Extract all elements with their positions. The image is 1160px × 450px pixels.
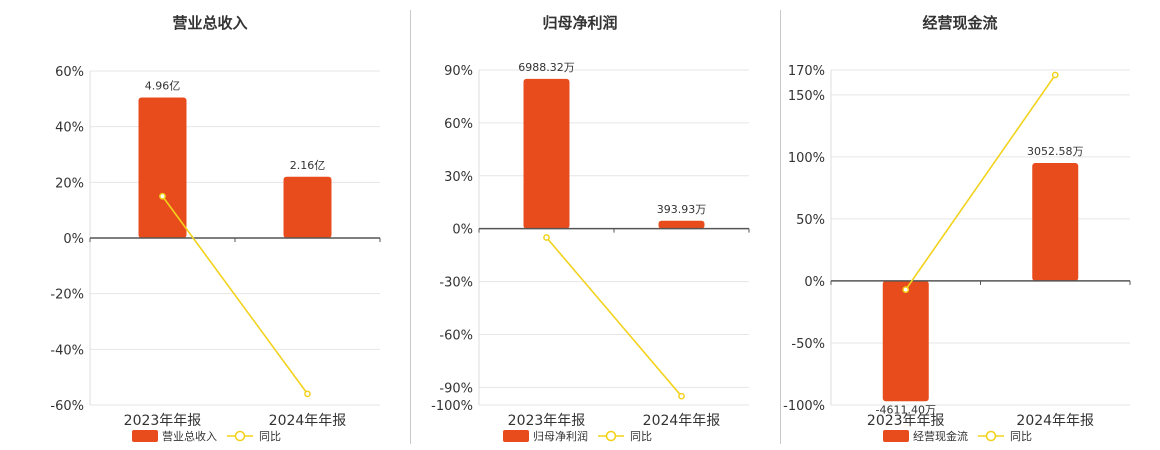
y-tick-label: -60%: [50, 399, 84, 414]
chart-title: 经营现金流: [922, 14, 997, 32]
chart-title: 营业总收入: [172, 14, 247, 32]
cash-flow-chart-panel: 经营现金流 170% 150% 100% 50% 0% -50% -100% -4611.40万…: [781, 0, 1160, 450]
cash-flow-bar: [1032, 163, 1079, 281]
x-category-label: 2023年年报: [867, 413, 945, 429]
y-tick-label: -90%: [439, 381, 473, 396]
cash-flow-chart: 经营现金流 170% 150% 100% 50% 0% -50% -100% -4611.40万…: [783, 14, 1131, 443]
net-profit-chart: 归母净利润 90% 60% 30% 0% -30% -60% -90% -100% 6988.32…: [431, 14, 750, 443]
yoy-line: [905, 74, 1056, 291]
legend-line-marker: [605, 430, 617, 442]
y-tick-label: 50%: [796, 213, 825, 228]
legend-bar-label: 归母净利润: [533, 429, 588, 443]
yoy-line: [545, 236, 683, 397]
yoy-point: [678, 392, 685, 400]
cash-flow-bar: [882, 280, 929, 402]
yoy-line: [161, 195, 309, 395]
y-tick-label: -50%: [791, 337, 825, 352]
revenue-bar: [283, 176, 332, 238]
legend-bar-swatch: [883, 430, 909, 442]
y-tick-label: 0%: [452, 223, 473, 238]
y-tick-label: 150%: [788, 89, 825, 104]
y-tick-label: -20%: [50, 288, 84, 303]
yoy-point: [902, 286, 910, 293]
legend-line-marker: [234, 430, 246, 442]
net-profit-bar: [523, 78, 570, 229]
y-tick-label: 100%: [788, 151, 825, 166]
yoy-point: [1051, 71, 1059, 79]
legend-line-label: 同比: [630, 430, 652, 443]
cash-flow-bar-value-label: 3052.58万: [1027, 145, 1084, 158]
y-tick-label: 0%: [63, 232, 84, 247]
y-tick-label: 170%: [788, 64, 825, 79]
legend-bar-swatch: [503, 430, 529, 442]
y-tick-label: -40%: [50, 343, 84, 358]
x-category-label: 2024年年报: [1016, 413, 1094, 429]
y-tick-label: 60%: [55, 65, 84, 80]
net-profit-bar: [658, 220, 705, 229]
legend-bar-label: 经营现金流: [913, 429, 968, 443]
y-tick-label: -100%: [431, 399, 473, 414]
legend-bar-label: 营业总收入: [162, 429, 217, 443]
x-category-label: 2023年年报: [124, 413, 202, 429]
y-tick-label: 60%: [444, 117, 473, 132]
x-category-label: 2024年年报: [269, 413, 347, 429]
revenue-bar: [138, 97, 187, 238]
legend-line-label: 同比: [259, 430, 281, 443]
legend-bar-swatch: [132, 430, 158, 442]
chart-title: 归母净利润: [542, 14, 617, 32]
panel-divider: [410, 10, 411, 444]
cash-flow-bar-value-label: -4611.40万: [876, 403, 936, 416]
revenue-bar-value-label: 2.16亿: [290, 159, 326, 172]
y-tick-label: -60%: [439, 328, 473, 343]
y-tick-label: 0%: [804, 275, 825, 290]
revenue-chart: 营业总收入 60% 40% 20% 0% -20% -40% -60% 4.96亿 2.16亿 20…: [50, 14, 381, 443]
y-tick-label: 40%: [55, 121, 84, 136]
panel-divider: [780, 10, 781, 444]
net-profit-bar-value-label: 393.93万: [657, 203, 707, 216]
net-profit-bar-value-label: 6988.32万: [518, 61, 575, 74]
legend-line-label: 同比: [1010, 430, 1032, 443]
yoy-point: [159, 192, 166, 200]
y-tick-label: 20%: [55, 176, 84, 191]
y-tick-label: -100%: [783, 399, 825, 414]
x-category-label: 2023年年报: [508, 413, 586, 429]
y-tick-label: 90%: [444, 64, 473, 79]
x-category-label: 2024年年报: [643, 413, 721, 429]
y-tick-label: 30%: [444, 170, 473, 185]
net-profit-chart-panel: 归母净利润 90% 60% 30% 0% -30% -60% -90% -100% 6988.32…: [411, 0, 780, 450]
yoy-point: [304, 390, 311, 398]
revenue-chart-panel: 营业总收入 60% 40% 20% 0% -20% -40% -60% 4.96亿 2.16亿 20…: [0, 0, 400, 450]
yoy-point: [543, 234, 550, 241]
legend-line-marker: [985, 430, 997, 442]
revenue-bar-value-label: 4.96亿: [145, 79, 181, 92]
y-tick-label: -30%: [439, 276, 473, 291]
